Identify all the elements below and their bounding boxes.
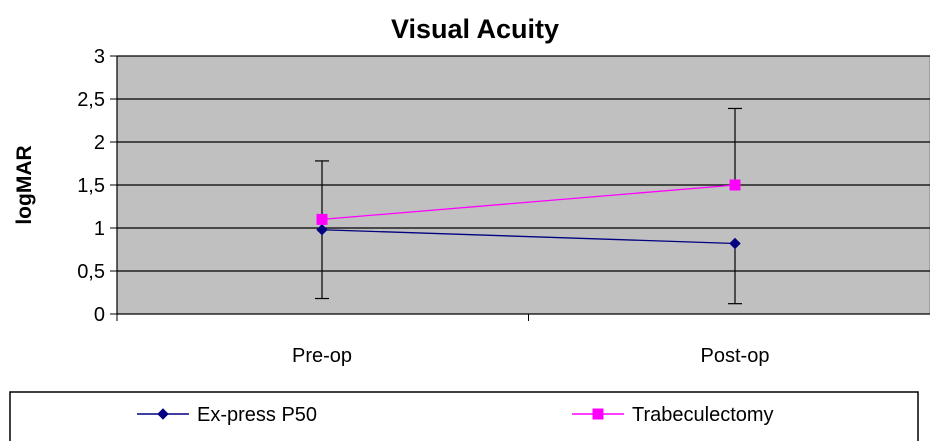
legend-box	[9, 391, 919, 441]
series-markers	[316, 179, 741, 250]
y-tick-label: 0,5	[77, 261, 105, 283]
y-tick-labels: 0 0,5 1 1,5 2 2,5 3	[77, 46, 105, 326]
data-point-trabeculectomy	[729, 179, 741, 191]
legend-label-trabeculectomy: Trabeculectomy	[632, 404, 774, 426]
chart-title: Visual Acuity	[391, 14, 559, 44]
legend: Ex-press P50 Trabeculectomy	[137, 404, 774, 426]
data-point-ex-press-p50	[316, 224, 328, 236]
x-tick-label: Post-op	[701, 345, 770, 367]
axes	[110, 55, 930, 321]
legend-marker-ex-press-p50	[157, 408, 169, 420]
legend-label-ex-press-p50: Ex-press P50	[197, 404, 317, 426]
series-lines	[321, 184, 736, 245]
data-point-ex-press-p50	[729, 237, 741, 250]
y-tick-label: 2,5	[77, 89, 105, 111]
gridlines	[117, 55, 930, 272]
legend-marker-trabeculectomy	[592, 408, 604, 420]
y-tick-label: 3	[94, 46, 105, 68]
series-line-ex-press-p50	[321, 229, 736, 245]
y-tick-label: 0	[94, 304, 105, 326]
y-tick-label: 1,5	[77, 175, 105, 197]
data-point-trabeculectomy	[316, 213, 328, 225]
x-tick-label: Pre-op	[292, 345, 352, 367]
y-tick-label: 1	[94, 218, 105, 240]
y-axis-label: logMAR	[13, 145, 36, 224]
series-line-trabeculectomy	[321, 184, 736, 221]
x-tick-labels: Pre-op Post-op	[292, 345, 769, 367]
y-tick-label: 2	[94, 132, 105, 154]
